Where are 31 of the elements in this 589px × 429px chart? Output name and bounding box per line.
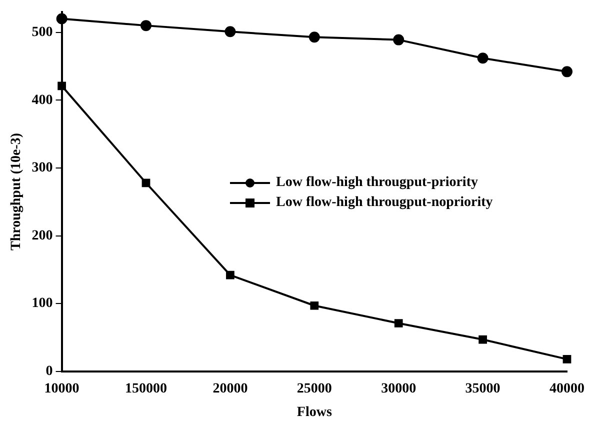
legend-label: Low flow-high througput-priority: [276, 175, 478, 191]
point: [394, 319, 403, 328]
point: [310, 301, 319, 310]
x-tick-label: 150000: [125, 381, 167, 396]
x-tick-label: 10000: [44, 381, 80, 396]
point: [562, 355, 572, 364]
y-tick-label: 0: [46, 364, 53, 380]
point: [56, 13, 68, 24]
y-tick-label: 100: [32, 296, 53, 312]
point: [224, 26, 236, 38]
x-tick-label: 40000: [550, 381, 584, 396]
point: [477, 52, 488, 64]
point: [308, 32, 320, 43]
x-tick-label: 20000: [212, 381, 248, 396]
y-tick-label: 300: [32, 160, 53, 176]
legend-label: Low flow-high througput-nopriority: [276, 195, 493, 211]
y-tick-label: 400: [32, 92, 53, 108]
y-tick-label: 200: [32, 228, 53, 244]
x-axis-title: Flows: [296, 405, 332, 420]
point: [478, 335, 487, 344]
point: [142, 178, 150, 188]
x-tick-label: 35000: [465, 381, 500, 396]
y-tick-label: 500: [32, 24, 53, 40]
point: [140, 20, 152, 32]
x-tick-label: 25000: [296, 381, 332, 396]
point: [226, 270, 234, 280]
point: [562, 66, 572, 78]
x-tick-label: 30000: [381, 381, 416, 396]
point: [393, 34, 404, 46]
point: [58, 82, 66, 90]
y-axis-title: Throughput (10e-3): [9, 132, 24, 250]
